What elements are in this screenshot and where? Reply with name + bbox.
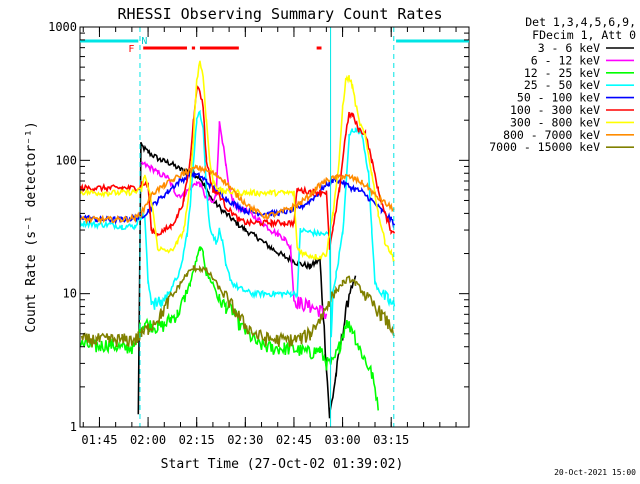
y-axis-label: Count Rate (s⁻¹ detector⁻¹) <box>24 121 39 332</box>
x-tick-label-2: 02:00 <box>130 433 166 447</box>
legend-label-7: 300 - 800 keV <box>510 115 600 129</box>
annotation-night: N <box>141 36 147 47</box>
chart-title: RHESSI Observing Summary Count Rates <box>117 5 442 23</box>
x-tick-label-1: 01:45 <box>81 433 117 447</box>
series-line-7 <box>80 60 395 263</box>
legend-label-9: 7000 - 15000 keV <box>489 140 600 154</box>
legend-label-2: 6 - 12 keV <box>531 53 600 67</box>
legend-header-2: FDecim 1, Att 0 <box>532 28 636 42</box>
series-line-9 <box>80 264 395 348</box>
x-axis-label: Start Time (27-Oct-02 01:39:02) <box>161 457 404 472</box>
legend-label-4: 25 - 50 keV <box>524 78 600 92</box>
timestamp: 20-Oct-2021 15:00 <box>554 468 636 477</box>
series-line-4 <box>80 109 396 338</box>
x-tick-label-6: 03:00 <box>325 433 361 447</box>
legend-label-1: 3 - 6 keV <box>538 41 600 55</box>
legend-header-1: Det 1,3,4,5,6,9, <box>525 15 636 29</box>
series-line-8 <box>80 164 395 225</box>
plot-frame <box>79 26 470 428</box>
annotation-flare: F <box>128 44 134 55</box>
x-tick-label-4: 02:30 <box>227 433 263 447</box>
y-tick-label-2: 10 <box>63 287 77 301</box>
plot-area <box>80 27 396 427</box>
legend-label-6: 100 - 300 keV <box>510 103 600 117</box>
x-tick-label-3: 02:15 <box>179 433 215 447</box>
y-tick-label-4: 1000 <box>48 20 77 34</box>
y-tick-label-1: 1 <box>70 420 77 434</box>
x-tick-label-7: 03:15 <box>373 433 409 447</box>
x-tick-label-5: 02:45 <box>276 433 312 447</box>
legend-label-3: 12 - 25 keV <box>524 66 600 80</box>
y-tick-label-3: 100 <box>55 153 77 167</box>
legend-label-5: 50 - 100 keV <box>517 91 600 105</box>
legend: Det 1,3,4,5,6,9, FDecim 1, Att 0 3 - 6 k… <box>489 15 636 154</box>
legend-label-8: 800 - 7000 keV <box>503 128 600 142</box>
